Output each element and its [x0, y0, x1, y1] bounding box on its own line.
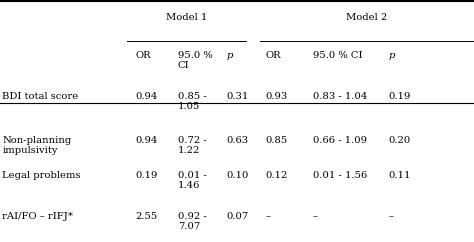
Text: 0.19: 0.19	[135, 171, 157, 180]
Text: Legal problems: Legal problems	[2, 171, 81, 180]
Text: 0.01 -
1.46: 0.01 - 1.46	[178, 171, 207, 190]
Text: 0.20: 0.20	[389, 136, 411, 144]
Text: Non-planning
impulsivity: Non-planning impulsivity	[2, 136, 72, 155]
Text: Model 2: Model 2	[346, 13, 387, 22]
Text: 0.01 - 1.56: 0.01 - 1.56	[313, 171, 367, 180]
Text: 0.85 -
1.05: 0.85 - 1.05	[178, 92, 207, 111]
Text: 95.0 %
CI: 95.0 % CI	[178, 51, 212, 70]
Text: –: –	[313, 212, 318, 221]
Text: 0.31: 0.31	[227, 92, 249, 101]
Text: BDI total score: BDI total score	[2, 92, 79, 101]
Text: 0.12: 0.12	[265, 171, 288, 180]
Text: p: p	[227, 51, 233, 60]
Text: –: –	[389, 212, 394, 221]
Text: 0.85: 0.85	[265, 136, 288, 144]
Text: 0.83 - 1.04: 0.83 - 1.04	[313, 92, 367, 101]
Text: 0.11: 0.11	[389, 171, 411, 180]
Text: 95.0 % CI: 95.0 % CI	[313, 51, 362, 60]
Text: 0.72 -
1.22: 0.72 - 1.22	[178, 136, 207, 155]
Text: p: p	[389, 51, 395, 60]
Text: 0.07: 0.07	[227, 212, 249, 221]
Text: 0.63: 0.63	[227, 136, 249, 144]
Text: OR: OR	[265, 51, 281, 60]
Text: Model 1: Model 1	[166, 13, 208, 22]
Text: 0.94: 0.94	[135, 92, 157, 101]
Text: –: –	[265, 212, 271, 221]
Text: rAI/FO – rIFJ*: rAI/FO – rIFJ*	[2, 212, 73, 221]
Text: 0.92 -
7.07: 0.92 - 7.07	[178, 212, 207, 231]
Text: 0.94: 0.94	[135, 136, 157, 144]
Text: 2.55: 2.55	[135, 212, 157, 221]
Text: OR: OR	[135, 51, 151, 60]
Text: 0.19: 0.19	[389, 92, 411, 101]
Text: 0.93: 0.93	[265, 92, 288, 101]
Text: 0.66 - 1.09: 0.66 - 1.09	[313, 136, 367, 144]
Text: 0.10: 0.10	[227, 171, 249, 180]
